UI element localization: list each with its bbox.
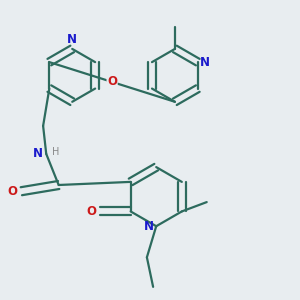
Text: O: O xyxy=(107,76,117,88)
Text: N: N xyxy=(200,56,210,69)
Text: N: N xyxy=(67,33,77,46)
Text: O: O xyxy=(86,205,96,218)
Text: O: O xyxy=(8,185,18,198)
Text: H: H xyxy=(52,147,59,157)
Text: N: N xyxy=(144,220,154,233)
Text: N: N xyxy=(32,147,43,161)
